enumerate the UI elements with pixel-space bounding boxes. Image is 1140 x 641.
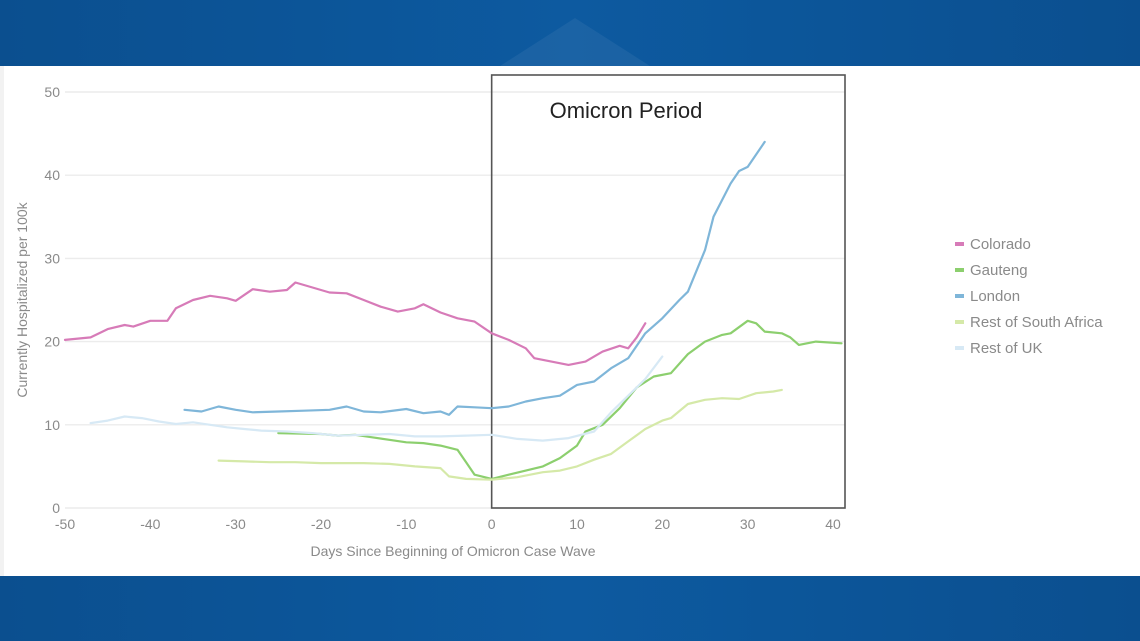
y-tick-label: 50 [44, 84, 60, 100]
legend-label: Gauteng [970, 262, 1028, 279]
legend-label: Colorado [970, 236, 1031, 253]
panel-edge [0, 66, 4, 576]
x-tick-label: -30 [226, 516, 246, 532]
y-tick-labels: 0 10 20 30 40 50 [44, 84, 60, 516]
x-tick-label: 40 [825, 516, 841, 532]
series-line-rest-of-uk [89, 355, 664, 442]
omicron-period-box [490, 74, 846, 509]
y-tick-label: 40 [44, 167, 60, 183]
legend-label: Rest of South Africa [970, 314, 1103, 331]
top-banner [0, 0, 1140, 66]
y-tick-label: 10 [44, 417, 60, 433]
grid-lines [65, 91, 845, 509]
y-tick-label: 30 [44, 250, 60, 266]
series-lines [63, 140, 843, 481]
x-tick-label: 30 [740, 516, 756, 532]
series-line-rest-of-south-africa [217, 388, 783, 481]
x-tick-label: -50 [55, 516, 75, 532]
y-axis-label: Currently Hospitalized per 100k [14, 201, 30, 397]
x-tick-labels: -50 -40 -30 -20 -10 0 10 20 30 40 [55, 516, 841, 532]
series-line-london [183, 140, 766, 416]
y-tick-label: 20 [44, 334, 60, 350]
legend: Colorado Gauteng London Rest of South Afric… [955, 236, 1103, 357]
legend-label: London [970, 288, 1020, 305]
x-tick-label: -40 [140, 516, 160, 532]
x-tick-label: 10 [569, 516, 585, 532]
x-axis-label: Days Since Beginning of Omicron Case Wav… [310, 543, 595, 559]
x-tick-label: 0 [488, 516, 496, 532]
chart-panel [0, 66, 1140, 576]
legend-label: Rest of UK [970, 340, 1043, 357]
series-line-colorado [63, 281, 647, 366]
x-tick-label: 20 [655, 516, 671, 532]
x-tick-label: -10 [396, 516, 416, 532]
series-line-gauteng [277, 319, 843, 480]
bottom-banner [0, 576, 1140, 641]
y-tick-label: 0 [52, 500, 60, 516]
omicron-period-label: Omicron Period [550, 98, 703, 123]
x-tick-label: -20 [311, 516, 331, 532]
